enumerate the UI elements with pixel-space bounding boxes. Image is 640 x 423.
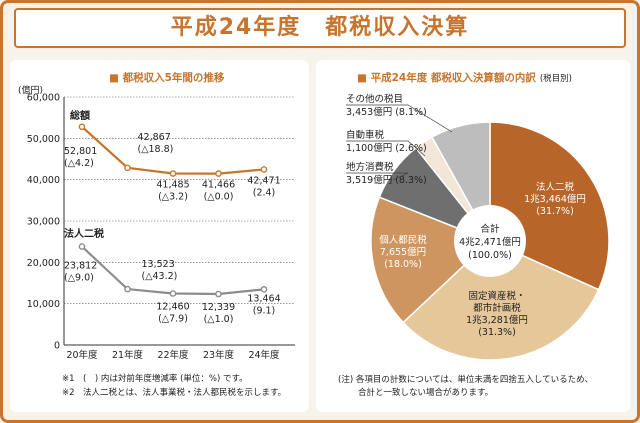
x-tick-label: 20年度 [66,349,98,361]
line-chart-note-2: ※2 法人二税とは、法人事業税・法人都民税を示します。 [62,388,287,398]
pie-slice-label: 7,655億円 [380,246,426,258]
pie-center-label: 4兆2,471億円 [459,236,521,248]
pie-chart-note-1: (注) 各項目の計数については、単位未満を四捨五入しているため、 [338,375,594,385]
y-axis-label: (億円) [18,84,43,96]
data-label: 52,801 [64,146,97,157]
pie-slice-label: (31.3%) [478,327,516,338]
pie-slice-value: 3,519億円 (8.3%) [346,174,427,186]
series-label-corporate: 法人二税 [64,227,104,240]
rate-label: (△3.2) [158,192,188,203]
pie-center-label: (100.0%) [468,250,512,261]
line-chart-heading: ■ 都税収入5年間の推移 [109,71,225,84]
y-tick-label: 0 [54,341,60,352]
pie-slice-name: 地方消費税 [346,161,394,173]
data-point [215,170,222,177]
rate-label: (9.1) [253,305,276,316]
data-label: 23,812 [64,261,97,272]
pie-chart-heading-main: ■ 平成24年度 都税収入決算額の内訳 [357,71,536,84]
x-tick-label: 24年度 [248,349,280,361]
x-tick-label: 23年度 [203,349,235,361]
pie-center-hole [454,205,526,277]
y-tick-label: 30,000 [27,217,60,228]
data-point [215,290,222,298]
data-label: 13,464 [247,293,280,304]
pie-chart-heading-sub: (税目別) [540,73,572,84]
data-point [169,170,177,177]
data-point [124,164,131,172]
rate-label: (△0.0) [204,192,234,203]
leader-line [346,172,409,181]
rate-label: (△9.0) [64,273,94,284]
pie-chart-note-2: 合計と一致しない場合があります。 [358,388,494,398]
pie-slice-label: 個人都民税 [379,234,427,246]
line-chart-note-1: ※1 ( ) 内は対前年度増減率 (単位：%) です。 [62,374,248,384]
data-point [260,166,268,173]
rate-label: (△43.2) [142,271,178,282]
data-label: 13,523 [142,259,175,270]
line-chart-panel [10,60,309,412]
leader-line [346,104,453,133]
x-tick-label: 22年度 [157,349,189,361]
data-label: 12,339 [202,302,235,313]
rate-label: (△1.0) [204,314,234,325]
data-point [260,286,268,293]
rate-label: (△4.2) [64,158,94,169]
x-tick-label: 21年度 [112,349,144,361]
y-tick-label: 50,000 [27,134,60,145]
pie-slice-value: 3,453億円 (8.1%) [346,106,427,118]
y-tick-label: 60,000 [27,93,60,104]
pie-slice [370,196,492,324]
pie-slice-value: 1,100億円 (2.6%) [346,142,427,154]
pie-slice-label: 固定資産税・ [468,290,525,302]
data-label: 41,485 [156,180,189,191]
y-tick-label: 40,000 [27,175,60,186]
pie-slice-label: 都市計画税 [473,302,521,314]
data-point [124,285,131,293]
rate-label: (△18.8) [138,144,174,155]
rate-label: (2.4) [253,187,276,198]
pie-slice-label: 1兆3,464億円 [524,193,586,205]
data-label: 41,466 [202,180,235,191]
pie-slice-label: 1兆3,281億円 [466,314,528,326]
pie-center-label: 合計 [480,223,500,235]
pie-slice-name: 自動車税 [346,129,385,141]
series-label-total: 総額 [70,109,90,122]
leader-line [346,140,426,157]
data-point [78,123,86,131]
data-point [78,243,86,250]
rate-label: (△7.9) [158,313,188,324]
page-title: 平成24年度 都税収入決算 [14,8,626,48]
data-label: 42,471 [247,175,280,186]
data-label: 42,867 [138,132,171,143]
pie-slice-label: (31.7%) [536,206,574,217]
y-tick-label: 20,000 [27,258,60,269]
pie-slice-name: その他の税目 [346,93,403,105]
pie-slice-label: (18.0%) [384,259,422,270]
line-chart: (億円) 0 10,000 20,000 30,000 40,000 50,000 60,00… [18,84,295,361]
data-label: 12,460 [156,301,189,312]
pie-slice-label: 法人二税 [536,181,575,193]
pie-slice [402,240,600,361]
y-tick-label: 10,000 [27,299,60,310]
data-point [169,290,177,297]
pie-chart-heading: ■ 平成24年度 都税収入決算額の内訳 (税目別) [357,71,572,84]
